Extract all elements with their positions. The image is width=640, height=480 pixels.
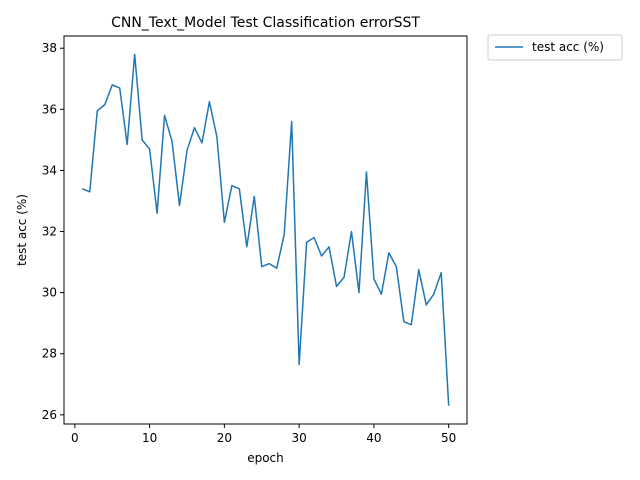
y-tick-label: 32 (42, 225, 57, 239)
x-tick-label: 50 (441, 431, 456, 445)
y-tick-label: 36 (42, 102, 57, 116)
y-axis-ticks: 26 28 30 32 34 36 38 (42, 41, 64, 422)
series-line-0 (82, 53, 450, 406)
chart-title: CNN_Text_Model Test Classification error… (111, 15, 420, 31)
x-axis-ticks: 0 10 20 30 40 50 (71, 424, 456, 445)
y-tick-label: 28 (42, 347, 57, 361)
legend-label: test acc (%) (532, 40, 604, 54)
y-tick-label: 34 (42, 163, 57, 177)
y-tick-label: 38 (42, 41, 57, 55)
y-tick-label: 26 (42, 408, 57, 422)
y-tick-label: 30 (42, 286, 57, 300)
legend: test acc (%) (487, 34, 623, 61)
x-tick-label: 0 (71, 431, 79, 445)
series-layer (82, 53, 450, 406)
x-tick-label: 20 (217, 431, 232, 445)
plot-frame (63, 35, 468, 425)
y-axis-label: test acc (%) (15, 194, 29, 266)
x-axis-label: epoch (247, 451, 284, 465)
x-tick-label: 40 (366, 431, 381, 445)
x-tick-label: 10 (142, 431, 157, 445)
legend-box (487, 34, 623, 61)
x-tick-label: 30 (292, 431, 307, 445)
